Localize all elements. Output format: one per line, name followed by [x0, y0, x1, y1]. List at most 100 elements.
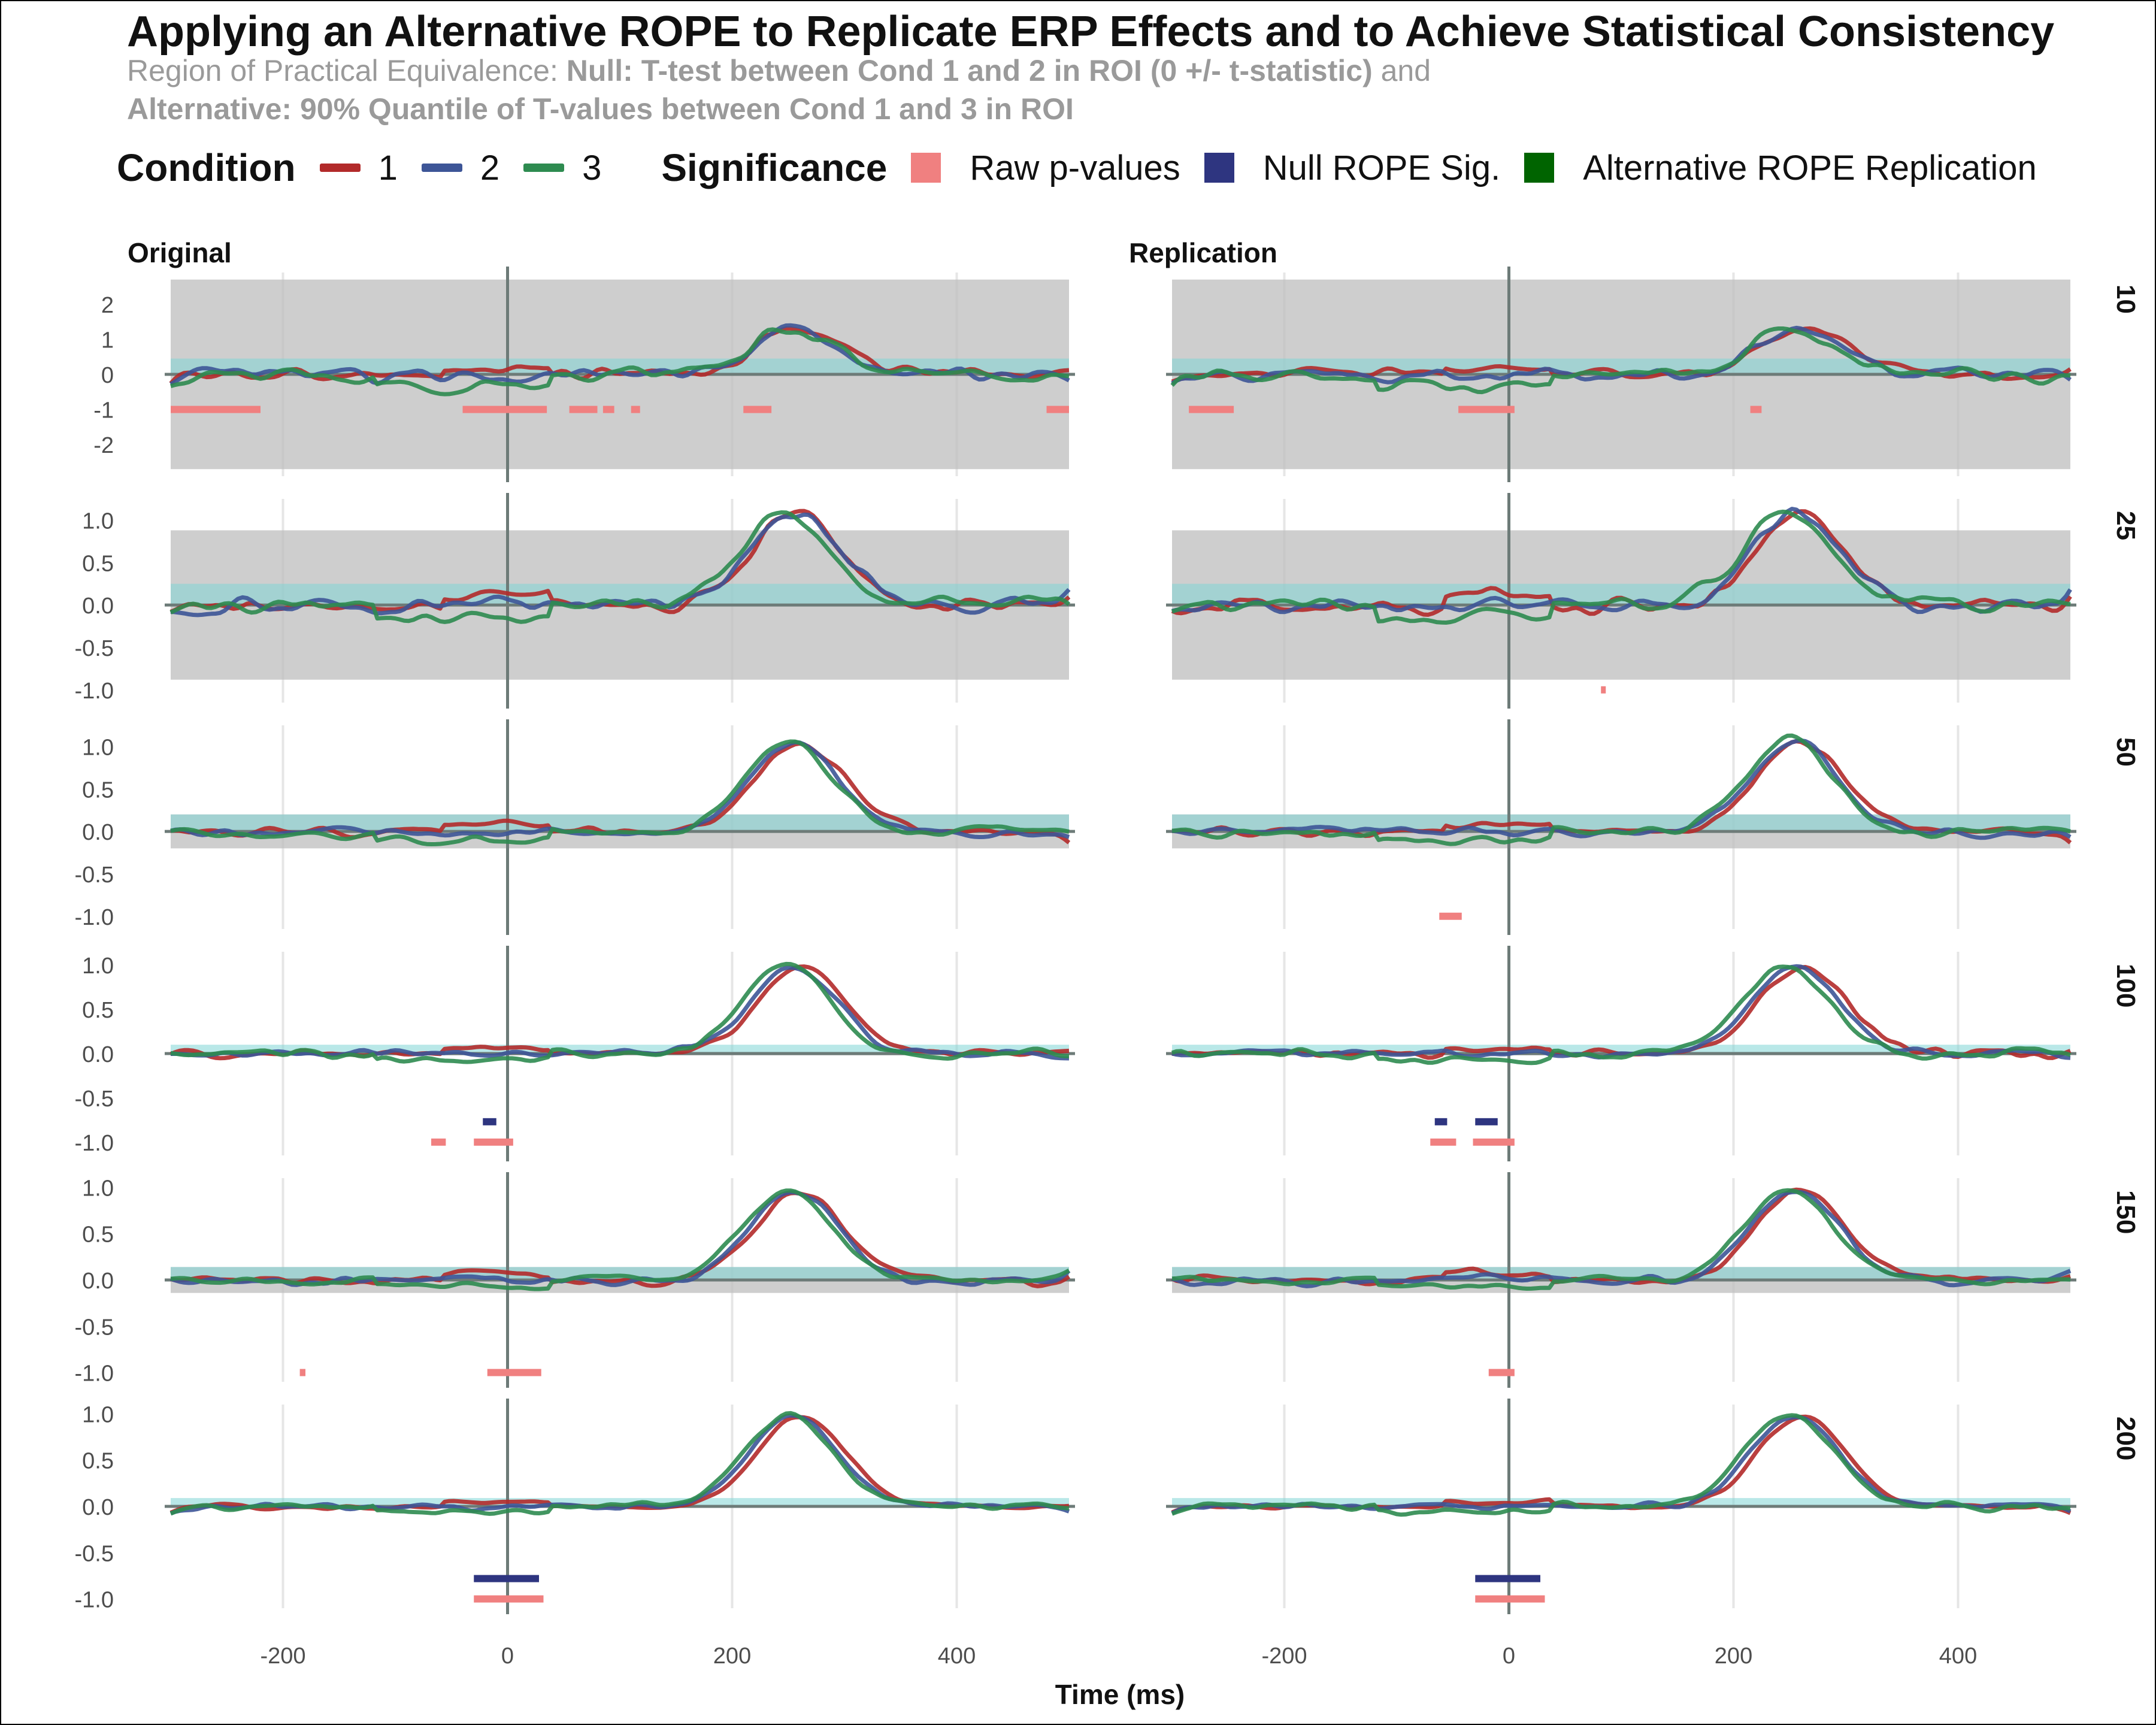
y-tick-label: 0.0: [82, 594, 114, 619]
facet-row-label: 100: [2111, 964, 2140, 1007]
null-rope-sig-mark: [1475, 1118, 1498, 1125]
x-tick-label: 0: [1503, 1644, 1515, 1669]
subtitle-prefix: Region of Practical Equivalence:: [127, 54, 567, 87]
raw-p-sig-mark: [1750, 405, 1762, 413]
erp-line-condition-3: [170, 327, 1070, 397]
x-tick-label: -200: [1261, 1644, 1307, 1669]
raw-p-sig-mark: [1046, 405, 1069, 413]
legend: Condition 1 2 3 Significance Raw p-value…: [117, 144, 2061, 192]
chart-panel: [1166, 946, 2076, 1161]
legend-item-null-rope: Null ROPE Sig.: [1204, 148, 1500, 188]
raw-p-sig-mark: [487, 1369, 541, 1376]
y-tick-label: -1.0: [75, 1361, 114, 1387]
raw-p-sig-mark: [474, 1595, 544, 1603]
y-tick-label: -0.5: [75, 1541, 114, 1566]
facet-row-label: 25: [2111, 511, 2140, 540]
legend-key-alt-rope: [1524, 153, 1555, 183]
erp-line-condition-3: [1171, 1188, 2071, 1291]
legend-label: 1: [378, 148, 398, 187]
alternative-rope-band: [1172, 583, 2070, 606]
erp-line-condition-3: [1171, 1413, 2071, 1517]
chart-panel: 1.0 0.5 0.0 -0.5 -1.0: [75, 1172, 1075, 1388]
facet-row-label: 50: [2111, 737, 2140, 767]
x-tick-label: 200: [713, 1644, 751, 1669]
alternative-rope-band: [1172, 1267, 2070, 1280]
y-tick-label: 0.0: [82, 820, 114, 845]
raw-p-sig-mark: [171, 405, 261, 413]
y-tick-label: 1.0: [82, 1402, 114, 1427]
raw-p-sig-mark: [431, 1138, 446, 1146]
null-rope-sig-mark: [1475, 1575, 1540, 1582]
subtitle-suffix: and: [1372, 54, 1431, 87]
x-tick-label: -200: [260, 1644, 305, 1669]
erp-line-condition-1: [169, 964, 1070, 1061]
legend-label: Raw p-values: [970, 148, 1180, 187]
chart-panel: 1.0 0.5 0.0 -0.5 -1.0: [75, 493, 1075, 709]
y-tick-label: 1: [101, 328, 114, 353]
chart-panel: 2 1 0 -1 -2: [93, 267, 1075, 482]
y-tick-label: 0.0: [82, 1269, 114, 1294]
legend-key-null-rope: [1204, 153, 1234, 183]
facet-row-label: 150: [2111, 1190, 2140, 1234]
legend-item-alt-rope: Alternative ROPE Replication: [1524, 148, 2037, 188]
legend-key-condition-2: [421, 164, 462, 172]
alternative-rope-band: [171, 1498, 1069, 1506]
raw-p-sig-mark: [299, 1369, 305, 1376]
chart-panel: [1166, 1172, 2076, 1388]
legend-label: Null ROPE Sig.: [1262, 148, 1501, 187]
legend-item-condition-1: 1: [319, 148, 398, 188]
y-tick-label: 1.0: [82, 509, 114, 534]
legend-key-condition-1: [319, 164, 361, 172]
chart-subtitle: Region of Practical Equivalence: Null: T…: [127, 52, 1431, 128]
chart-panel: 1.0 0.5 0.0 -0.5 -1.0: [75, 946, 1075, 1161]
y-tick-label: 1.0: [82, 735, 114, 760]
legend-item-condition-2: 2: [421, 148, 500, 188]
raw-p-sig-mark: [602, 405, 614, 413]
legend-item-raw-p: Raw p-values: [911, 148, 1180, 188]
alternative-rope-band: [171, 1267, 1069, 1280]
facet-row-label: 10: [2111, 285, 2140, 314]
legend-condition-title: Condition: [117, 146, 296, 189]
legend-key-raw-p: [911, 153, 941, 183]
erp-line-condition-3: [170, 961, 1070, 1064]
y-tick-label: -0.5: [75, 1087, 114, 1112]
x-tick-label: 0: [501, 1644, 514, 1669]
erp-line-condition-3: [169, 510, 1071, 624]
raw-p-sig-mark: [569, 405, 598, 413]
erp-line-condition-1: [1171, 965, 2072, 1060]
raw-p-sig-mark: [1458, 405, 1515, 413]
chart-panel: -200 0 200 400: [1166, 1399, 2076, 1669]
raw-p-sig-mark: [1601, 686, 1606, 694]
y-tick-label: 0.0: [82, 1042, 114, 1067]
y-tick-label: -1.0: [75, 679, 114, 704]
y-tick-label: -0.5: [75, 862, 114, 888]
y-tick-label: 0.5: [82, 998, 114, 1023]
erp-line-condition-3: [1171, 733, 2071, 846]
chart-title: Applying an Alternative ROPE to Replicat…: [127, 8, 2055, 56]
y-tick-label: -1: [93, 398, 114, 423]
raw-p-sig-mark: [1189, 405, 1234, 413]
y-tick-label: 2: [101, 293, 114, 318]
y-tick-label: -1.0: [75, 905, 114, 930]
x-tick-label: 400: [938, 1644, 976, 1669]
y-tick-label: 0.5: [82, 1222, 114, 1248]
legend-label: Alternative ROPE Replication: [1583, 148, 2037, 187]
raw-p-sig-mark: [1488, 1369, 1515, 1376]
erp-line-condition-3: [1171, 509, 2071, 625]
y-tick-label: -0.5: [75, 636, 114, 661]
y-tick-label: -2: [93, 433, 114, 458]
y-tick-label: 1.0: [82, 954, 114, 979]
legend-label: 2: [480, 148, 500, 187]
legend-significance-title: Significance: [661, 146, 888, 189]
erp-line-condition-3: [169, 1411, 1070, 1516]
y-tick-label: 1.0: [82, 1176, 114, 1201]
raw-p-sig-mark: [743, 405, 772, 413]
null-rope-sig-mark: [1434, 1118, 1448, 1125]
erp-line-condition-3: [1171, 964, 2072, 1066]
x-tick-label: 400: [1939, 1644, 1977, 1669]
raw-p-sig-mark: [1473, 1138, 1515, 1146]
x-axis-title: Time (ms): [1055, 1679, 1185, 1710]
y-tick-label: -0.5: [75, 1315, 114, 1340]
raw-p-sig-mark: [631, 405, 640, 413]
